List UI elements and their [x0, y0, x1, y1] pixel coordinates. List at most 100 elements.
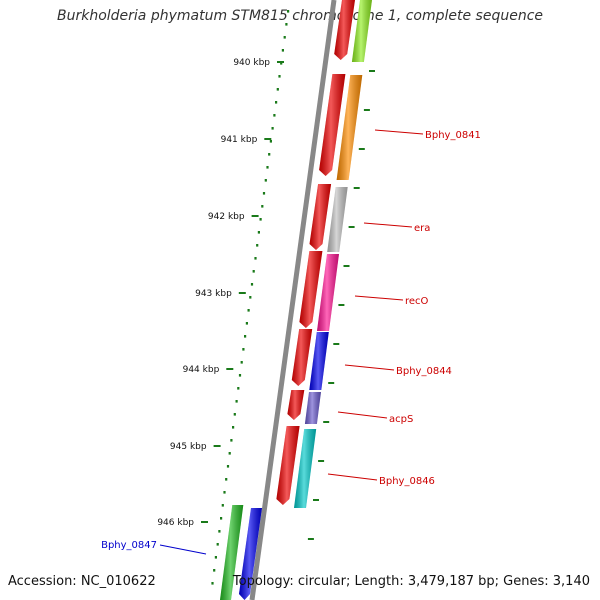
ring-dot — [273, 114, 276, 117]
gene-label-bphy_0846[interactable]: Bphy_0846 — [379, 476, 435, 487]
ring-dot — [250, 283, 254, 286]
ring-dot — [238, 374, 242, 377]
red-cds-block-shade — [334, 0, 355, 60]
accession-text: Accession: NC_010622 — [8, 574, 156, 589]
gene-leader-line — [374, 129, 424, 135]
kbp-tick — [264, 138, 272, 140]
ring-dash — [358, 148, 365, 150]
ring-dash — [333, 343, 340, 345]
gene-block-shade — [336, 75, 363, 180]
ring-dot — [259, 218, 262, 221]
ring-dot — [276, 88, 279, 91]
red-cds-block-shade — [309, 184, 332, 250]
ring-dot — [256, 244, 259, 247]
ring-dot — [264, 179, 267, 182]
gene-leader-line — [337, 411, 388, 419]
kbp-tick — [238, 292, 246, 294]
gene-label-acps[interactable]: acpS — [389, 414, 413, 425]
green-cds-block-shade — [220, 505, 244, 600]
gene-label-bphy_0844[interactable]: Bphy_0844 — [396, 366, 452, 377]
ring-dot — [221, 504, 224, 507]
red-cds-block-shade — [291, 329, 313, 386]
kbp-tick — [277, 61, 284, 63]
outer-dot-ring — [211, 10, 290, 585]
ring-dot — [249, 296, 252, 299]
ring-dot — [262, 192, 266, 195]
gene-block-shade — [309, 332, 329, 390]
ring-dot — [280, 62, 283, 65]
ring-dot — [240, 361, 243, 364]
ring-dot — [269, 140, 272, 143]
ring-dot — [257, 231, 260, 234]
ring-dot — [242, 348, 245, 351]
kbp-tick — [226, 368, 234, 370]
gene-leader-line — [327, 473, 378, 481]
ring-dot — [226, 465, 230, 468]
ring-dash — [343, 265, 350, 267]
ring-dot — [213, 569, 216, 572]
ring-dot — [232, 426, 235, 429]
ring-dot — [252, 270, 255, 273]
ring-dot — [235, 400, 238, 403]
gene-leader-line — [159, 544, 207, 555]
ring-dot — [220, 517, 223, 520]
ring-dot — [247, 309, 250, 312]
ring-dash — [369, 70, 375, 72]
ring-dot — [237, 387, 240, 390]
ring-dot — [261, 205, 264, 208]
backbone-arc — [249, 0, 337, 600]
ring-dash — [328, 382, 335, 384]
ring-dot — [285, 23, 288, 26]
ring-dot — [287, 10, 290, 13]
kbp-tick-label: 944 kbp — [183, 365, 220, 375]
chromosome-backbone — [249, 0, 337, 600]
red-cds-block-shade — [299, 251, 323, 328]
gene-block-shade — [351, 0, 372, 62]
kbp-tick — [201, 521, 208, 523]
ring-dash — [323, 421, 330, 423]
ring-dot — [278, 75, 281, 78]
ring-dot — [266, 166, 269, 169]
kbp-tick — [251, 215, 259, 217]
kbp-tick-label: 946 kbp — [157, 518, 194, 528]
gene-leader-line — [354, 295, 404, 301]
ring-dot — [211, 582, 214, 585]
ring-dash — [307, 538, 314, 540]
ring-dot — [268, 153, 271, 156]
page-title: Burkholderia phymatum STM815 chromosome … — [56, 8, 543, 24]
ring-dot — [216, 543, 219, 546]
gene-label-bphy_0847[interactable]: Bphy_0847 — [101, 540, 157, 551]
ring-dash — [363, 109, 370, 111]
ring-dot — [275, 101, 278, 104]
ring-dot — [225, 478, 228, 481]
ring-dash — [348, 226, 355, 228]
ring-dash — [338, 304, 345, 306]
kbp-ticks: 940 kbp 941 kbp 942 kbp 943 kbp 944 kbp 945 k… — [157, 58, 284, 528]
ring-dot — [230, 439, 233, 442]
gene-block-shade — [317, 254, 339, 331]
gene-block-shade — [304, 392, 321, 424]
ring-dot — [223, 491, 226, 494]
ring-dot — [254, 257, 257, 260]
ring-dot — [245, 322, 248, 325]
gene-label-era[interactable]: era — [414, 223, 430, 234]
gene-label-bphy_0841[interactable]: Bphy_0841 — [425, 130, 481, 141]
inner-dot-ring — [307, 70, 375, 540]
gene-block-shade — [294, 429, 317, 508]
ring-dot — [281, 49, 284, 52]
kbp-tick-label: 943 kbp — [195, 289, 232, 299]
gene-leader-line — [363, 222, 413, 228]
gene-leader-line — [344, 364, 395, 371]
gene-block-shade — [327, 187, 348, 252]
topology-summary: Topology: circular; Length: 3,479,187 bp… — [232, 574, 590, 589]
gene-block-bottom-shade — [239, 508, 262, 600]
ring-dot — [228, 452, 231, 455]
kbp-tick — [213, 445, 221, 447]
gene-label-reco[interactable]: recO — [405, 296, 429, 307]
ring-dot — [218, 530, 221, 533]
ring-dash — [313, 499, 319, 501]
kbp-tick-label: 940 kbp — [233, 58, 270, 68]
kbp-tick-label: 941 kbp — [221, 135, 258, 145]
